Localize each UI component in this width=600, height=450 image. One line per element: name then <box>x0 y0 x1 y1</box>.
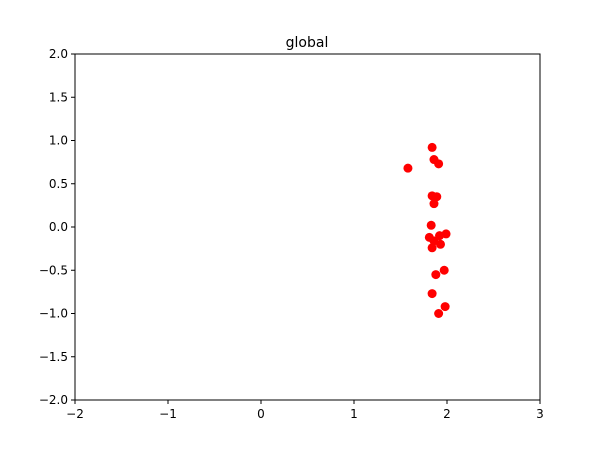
y-tick-label: −0.5 <box>39 263 68 277</box>
x-axis: −2 −1 0 1 2 3 <box>66 400 544 421</box>
plot-area <box>75 54 540 400</box>
x-tick-label: 1 <box>350 407 358 421</box>
scatter-point <box>440 302 450 312</box>
scatter-point <box>439 265 449 275</box>
scatter-point <box>427 142 437 152</box>
data-points <box>403 142 451 318</box>
y-tick-label: 0.0 <box>49 220 68 234</box>
x-tick-label: 2 <box>443 407 451 421</box>
y-tick-label: 1.5 <box>49 90 68 104</box>
x-tick-label: 0 <box>257 407 265 421</box>
scatter-point <box>427 243 437 253</box>
scatter-point <box>429 199 439 209</box>
y-axis: −2.0 −1.5 −1.0 −0.5 0.0 0.5 1.0 1.5 2.0 <box>39 47 75 407</box>
y-tick-label: −1.0 <box>39 307 68 321</box>
scatter-point <box>403 163 413 173</box>
scatter-point <box>434 159 444 169</box>
y-tick-label: −2.0 <box>39 393 68 407</box>
y-tick-label: 1.0 <box>49 134 68 148</box>
scatter-point <box>426 220 436 230</box>
chart-title: global <box>286 35 329 51</box>
x-tick-label: −2 <box>66 407 84 421</box>
scatter-point <box>427 289 437 299</box>
scatter-point <box>434 309 444 318</box>
scatter-point <box>435 239 445 249</box>
y-tick-label: 2.0 <box>49 47 68 61</box>
y-tick-label: −1.5 <box>39 350 68 364</box>
x-tick-label: 3 <box>536 407 544 421</box>
scatter-point <box>432 192 442 202</box>
y-tick-label: 0.5 <box>49 177 68 191</box>
x-tick-label: −1 <box>159 407 177 421</box>
scatter-point <box>431 270 441 280</box>
